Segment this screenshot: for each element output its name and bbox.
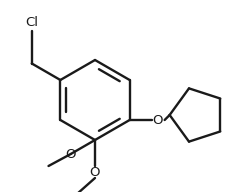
Text: Cl: Cl — [25, 16, 38, 28]
Text: O: O — [90, 166, 100, 179]
Text: O: O — [65, 147, 76, 161]
Text: O: O — [152, 113, 163, 127]
